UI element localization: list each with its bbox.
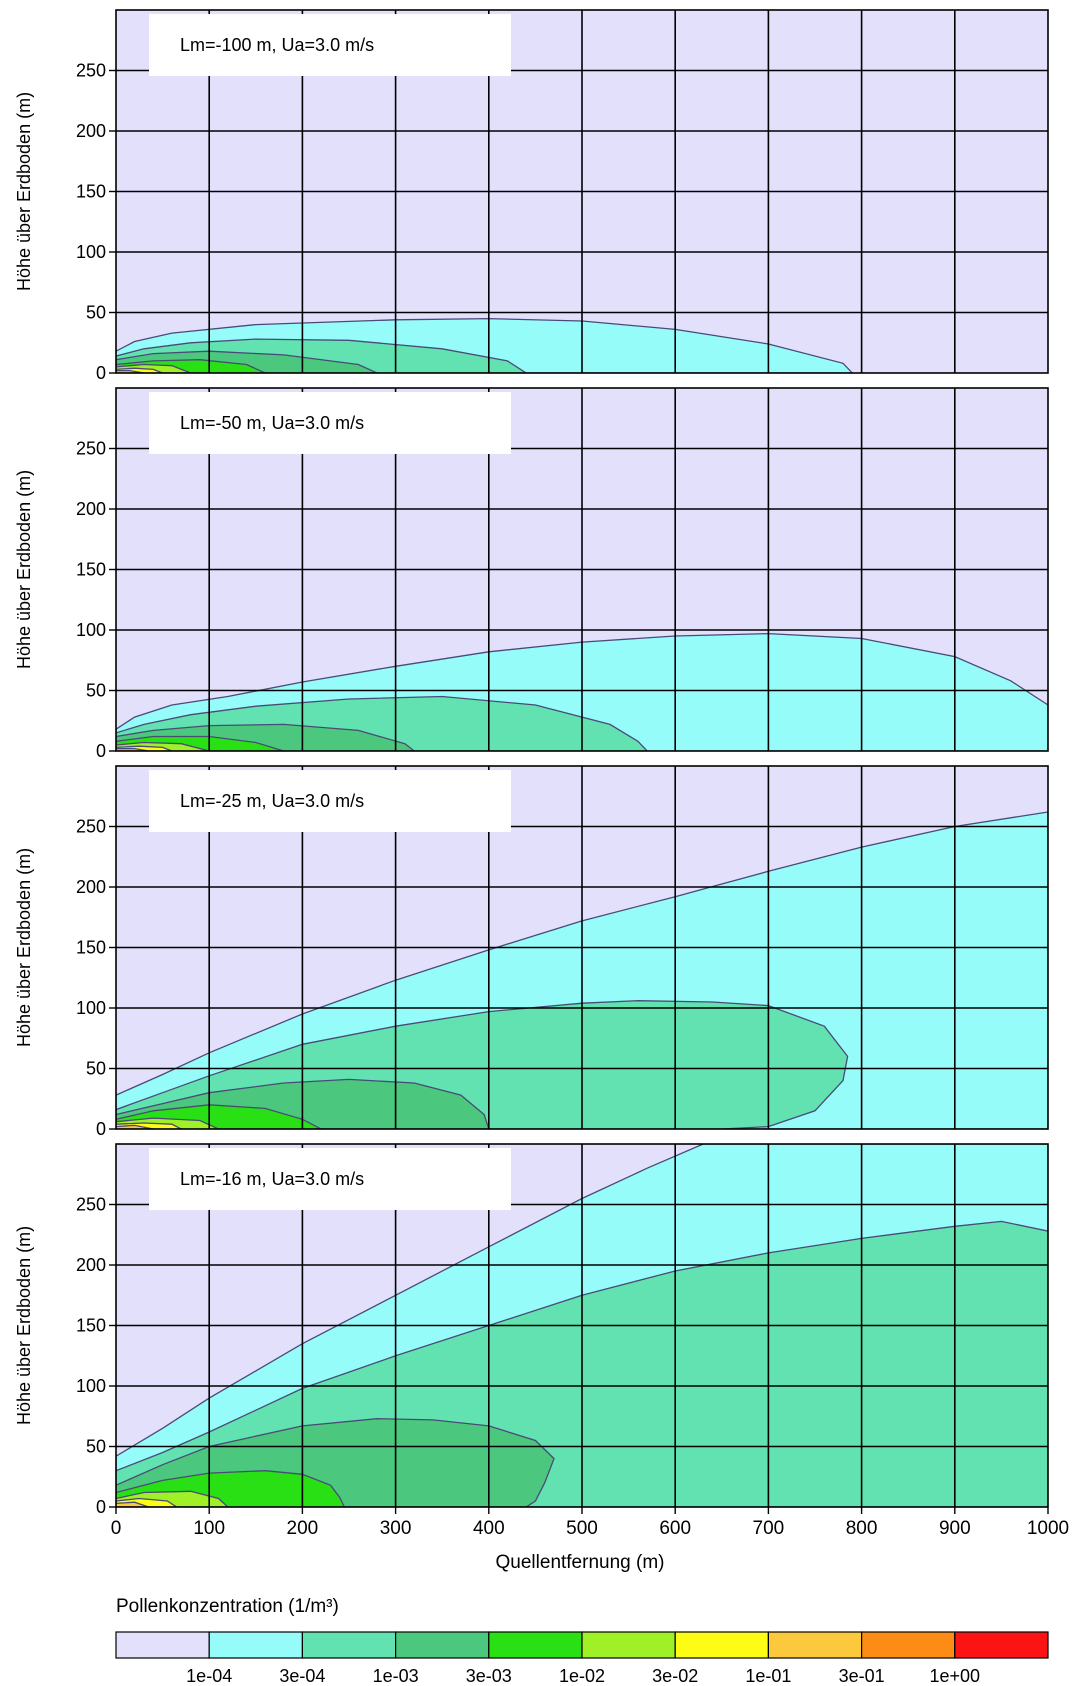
x-tick-label: 800 <box>846 1518 878 1539</box>
contour-region-1e-01 <box>116 1501 149 1507</box>
x-tick-label: 200 <box>287 1518 319 1539</box>
x-tick-label: 700 <box>753 1518 785 1539</box>
annotation-box <box>149 1148 511 1210</box>
legend-tick-label: 1e-03 <box>373 1666 419 1686</box>
contour-region-1e-01 <box>116 1124 154 1129</box>
legend: Pollenkonzentration (1/m³) 1e-04 3e-04 1e-0… <box>115 1596 1049 1686</box>
panel-annotation: Lm=-25 m, Ua=3.0 m/s <box>180 791 364 811</box>
legend-swatch <box>115 1631 210 1659</box>
y-tick-label: 200 <box>76 877 106 897</box>
legend-tick-label: 1e-02 <box>559 1666 605 1686</box>
legend-tick-label: 3e-04 <box>279 1666 325 1686</box>
legend-swatch <box>208 1631 303 1659</box>
y-tick-label: 150 <box>76 938 106 958</box>
y-tick-label: 150 <box>76 1316 106 1336</box>
legend-tick-label: 1e+00 <box>930 1666 981 1686</box>
y-tick-label: 100 <box>76 998 106 1018</box>
x-axis-label: Quellentfernung (m) <box>496 1552 665 1573</box>
legend-title: Pollenkonzentration (1/m³) <box>116 1596 339 1617</box>
legend-swatch <box>395 1631 490 1659</box>
y-tick-label: 100 <box>76 620 106 640</box>
legend-swatch <box>954 1631 1049 1659</box>
panel-annotation: Lm=-50 m, Ua=3.0 m/s <box>180 413 364 433</box>
legend-swatch <box>581 1631 676 1659</box>
y-tick-label: 0 <box>96 1497 106 1517</box>
x-tick-label: 400 <box>473 1518 505 1539</box>
y-tick-label: 200 <box>76 499 106 519</box>
y-axis-label: Höhe über Erdboden (m) <box>14 848 34 1047</box>
y-tick-label: 250 <box>76 439 106 459</box>
y-axis-label: Höhe über Erdboden (m) <box>14 470 34 669</box>
y-tick-label: 150 <box>76 182 106 202</box>
legend-tick-label: 3e-02 <box>652 1666 698 1686</box>
legend-tick-label: 1e-04 <box>186 1666 232 1686</box>
y-tick-label: 50 <box>86 681 106 701</box>
legend-swatch <box>488 1631 583 1659</box>
y-axis-label: Höhe über Erdboden (m) <box>14 1226 34 1425</box>
panel-annotation: Lm=-16 m, Ua=3.0 m/s <box>180 1169 364 1189</box>
y-tick-label: 0 <box>96 1119 106 1139</box>
y-tick-label: 50 <box>86 303 106 323</box>
chart-panel: Lm=-16 m, Ua=3.0 m/s 0 50 100 150 200 250 0 100 2… <box>14 1143 1069 1539</box>
chart-panel: Lm=-50 m, Ua=3.0 m/s 0 50 100 150 200 250 Höhe … <box>14 387 1049 761</box>
x-tick-label: 0 <box>111 1518 122 1539</box>
legend-swatch <box>674 1631 770 1659</box>
y-tick-label: 0 <box>96 741 106 761</box>
x-tick-label: 500 <box>566 1518 598 1539</box>
x-tick-label: 1000 <box>1027 1518 1069 1539</box>
annotation-box <box>149 14 511 76</box>
legend-tick-label: 1e-01 <box>745 1666 791 1686</box>
x-tick-label: 300 <box>380 1518 412 1539</box>
panel-annotation: Lm=-100 m, Ua=3.0 m/s <box>180 35 374 55</box>
legend-tick-label: 3e-01 <box>839 1666 885 1686</box>
chart-panel: Lm=-25 m, Ua=3.0 m/s 0 50 100 150 200 250 Höhe … <box>14 765 1049 1139</box>
x-tick-label: 600 <box>659 1518 691 1539</box>
panels: Lm=-100 m, Ua=3.0 m/s 0 50 100 150 200 250 Höhe… <box>14 9 1069 1539</box>
y-tick-label: 100 <box>76 1376 106 1396</box>
y-tick-label: 100 <box>76 242 106 262</box>
annotation-box <box>149 770 511 832</box>
y-tick-label: 250 <box>76 61 106 81</box>
legend-swatch <box>301 1631 397 1659</box>
y-tick-label: 150 <box>76 560 106 580</box>
chart-panel: Lm=-100 m, Ua=3.0 m/s 0 50 100 150 200 250 Höhe… <box>14 9 1049 383</box>
annotation-box <box>149 392 511 454</box>
x-tick-label: 900 <box>939 1518 971 1539</box>
legend-tick-label: 3e-03 <box>466 1666 512 1686</box>
y-axis-label: Höhe über Erdboden (m) <box>14 92 34 291</box>
y-tick-label: 200 <box>76 1255 106 1275</box>
x-tick-label: 100 <box>193 1518 225 1539</box>
legend-swatch <box>860 1631 956 1659</box>
y-tick-label: 200 <box>76 121 106 141</box>
legend-swatch <box>767 1631 863 1659</box>
y-tick-label: 0 <box>96 363 106 383</box>
y-tick-label: 250 <box>76 817 106 837</box>
y-tick-label: 50 <box>86 1437 106 1457</box>
y-tick-label: 50 <box>86 1059 106 1079</box>
y-tick-label: 250 <box>76 1195 106 1215</box>
